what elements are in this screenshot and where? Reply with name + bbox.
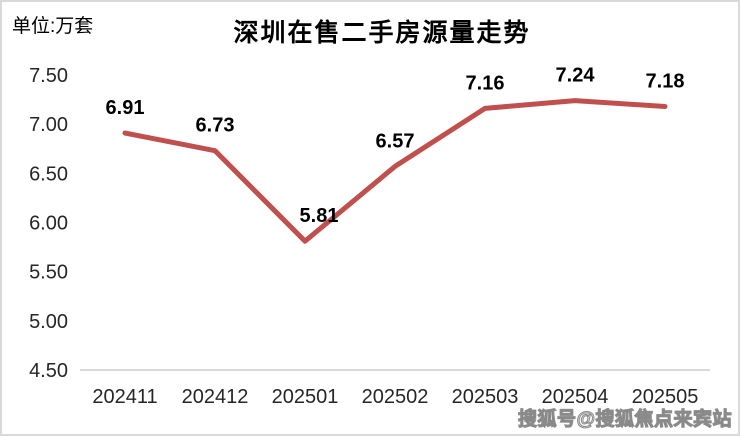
data-label: 7.16 xyxy=(466,72,505,94)
x-tick-label: 202503 xyxy=(452,386,519,408)
x-tick-label: 202504 xyxy=(542,386,609,408)
y-tick-label: 5.00 xyxy=(29,311,68,333)
data-label: 7.24 xyxy=(556,65,596,87)
watermark: 搜狐号@搜狐焦点来宾站 xyxy=(517,409,732,431)
y-tick-label: 7.50 xyxy=(29,65,68,87)
y-tick-label: 4.50 xyxy=(29,360,68,382)
x-tick-label: 202501 xyxy=(272,386,339,408)
data-label: 6.73 xyxy=(196,115,235,137)
x-tick-label: 202505 xyxy=(632,386,699,408)
y-tick-label: 7.00 xyxy=(29,114,68,136)
trend-line xyxy=(122,98,668,244)
x-tick-label: 202502 xyxy=(362,386,429,408)
data-label: 6.91 xyxy=(106,97,145,119)
chart-title: 深圳在售二手房源量走势 xyxy=(233,19,531,47)
data-label: 6.57 xyxy=(376,130,415,152)
unit-label: 单位:万套 xyxy=(12,16,94,37)
x-tick-label: 202411 xyxy=(92,386,157,408)
x-tick-label: 202412 xyxy=(182,386,249,408)
data-label: 7.18 xyxy=(646,70,685,92)
y-tick-label: 5.50 xyxy=(29,262,68,284)
y-tick-label: 6.50 xyxy=(29,163,68,185)
y-tick-label: 6.00 xyxy=(29,213,68,235)
data-label: 5.81 xyxy=(300,205,339,227)
